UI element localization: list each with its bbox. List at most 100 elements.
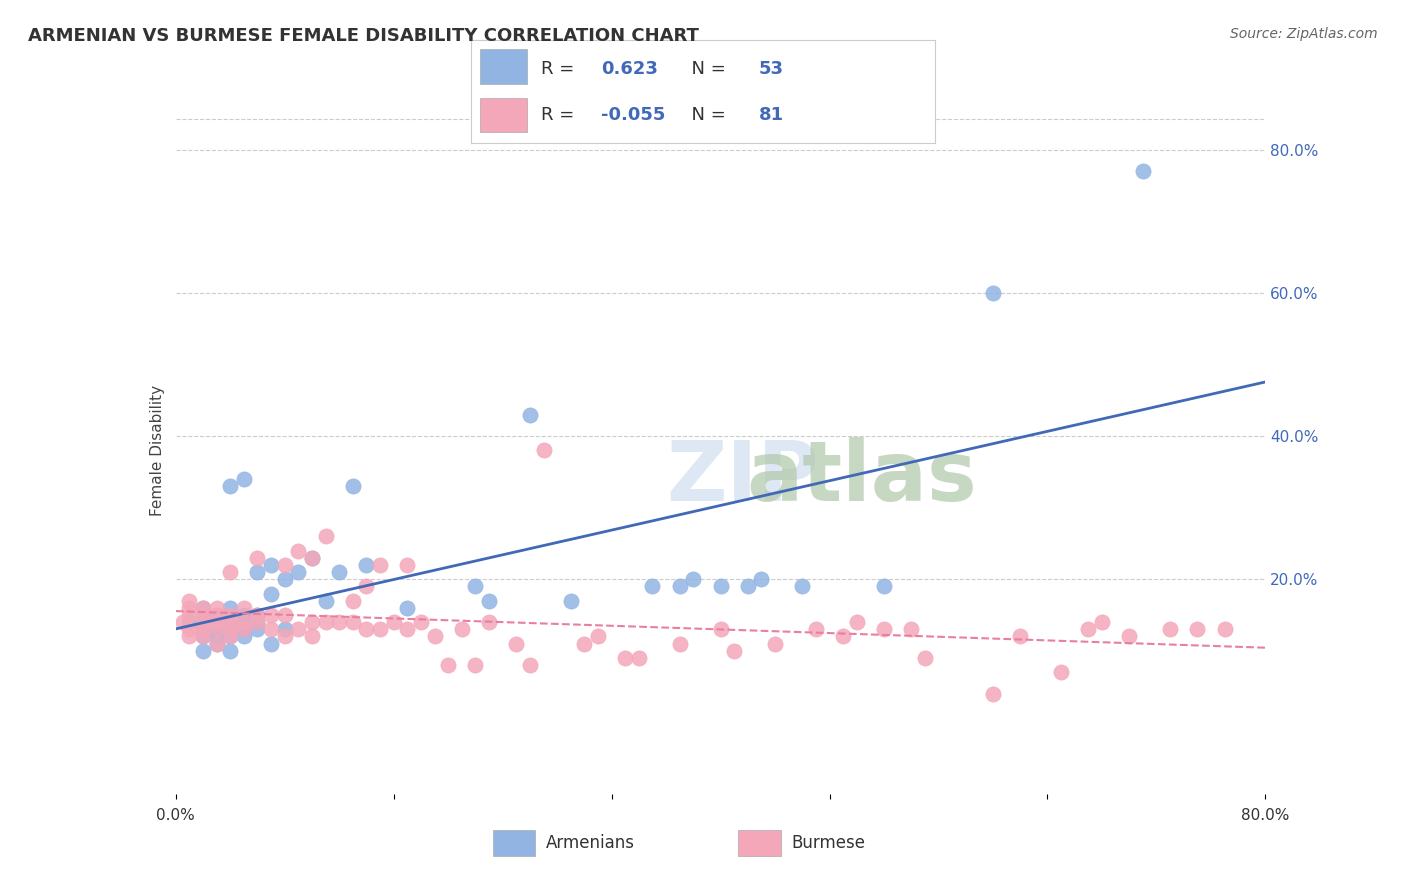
- Point: [232, 623, 254, 637]
- Point: [1159, 623, 1181, 637]
- Point: [1213, 623, 1236, 637]
- Text: Source: ZipAtlas.com: Source: ZipAtlas.com: [1230, 27, 1378, 41]
- Point: [450, 623, 472, 637]
- Point: [368, 623, 391, 637]
- Point: [1132, 164, 1154, 178]
- Point: [179, 600, 201, 615]
- Point: [437, 658, 460, 673]
- Point: [232, 615, 254, 630]
- Point: [574, 637, 596, 651]
- Point: [205, 600, 228, 615]
- Point: [219, 630, 242, 644]
- Text: 53: 53: [759, 60, 783, 78]
- Text: Burmese: Burmese: [792, 834, 866, 852]
- Point: [723, 644, 745, 658]
- Point: [1187, 623, 1209, 637]
- Point: [315, 593, 337, 607]
- Point: [246, 615, 269, 630]
- Point: [205, 623, 228, 637]
- Point: [191, 607, 214, 622]
- Point: [914, 651, 936, 665]
- Point: [301, 550, 323, 565]
- Point: [464, 658, 486, 673]
- Point: [232, 607, 254, 622]
- Point: [423, 630, 446, 644]
- Point: [232, 623, 254, 637]
- Point: [219, 615, 242, 630]
- Point: [614, 651, 637, 665]
- Point: [478, 593, 501, 607]
- Point: [804, 623, 827, 637]
- Point: [274, 630, 297, 644]
- Text: 81: 81: [759, 106, 783, 124]
- Text: atlas: atlas: [747, 437, 977, 518]
- Point: [464, 579, 486, 593]
- Point: [560, 593, 582, 607]
- Point: [260, 607, 283, 622]
- Point: [342, 479, 364, 493]
- Point: [586, 630, 609, 644]
- Point: [274, 607, 297, 622]
- Point: [191, 630, 214, 644]
- Point: [751, 572, 773, 586]
- Point: [328, 615, 350, 630]
- Point: [205, 623, 228, 637]
- Point: [287, 565, 309, 579]
- Text: 0.0%: 0.0%: [156, 808, 195, 823]
- Point: [205, 607, 228, 622]
- FancyBboxPatch shape: [481, 97, 527, 132]
- FancyBboxPatch shape: [492, 830, 536, 856]
- Text: 0.623: 0.623: [600, 60, 658, 78]
- Point: [342, 593, 364, 607]
- Point: [219, 623, 242, 637]
- Point: [219, 479, 242, 493]
- Point: [205, 607, 228, 622]
- Point: [1091, 615, 1114, 630]
- Point: [191, 615, 214, 630]
- Point: [1050, 665, 1073, 680]
- Point: [710, 579, 733, 593]
- Point: [627, 651, 650, 665]
- Point: [737, 579, 759, 593]
- Point: [396, 558, 419, 572]
- Point: [232, 615, 254, 630]
- Text: R =: R =: [541, 60, 585, 78]
- Point: [641, 579, 664, 593]
- Point: [873, 623, 896, 637]
- Point: [219, 630, 242, 644]
- Point: [478, 615, 501, 630]
- Point: [246, 607, 269, 622]
- Point: [396, 600, 419, 615]
- Text: N =: N =: [681, 106, 731, 124]
- Point: [1118, 630, 1140, 644]
- Point: [356, 579, 378, 593]
- Point: [191, 600, 214, 615]
- Point: [205, 637, 228, 651]
- Point: [191, 607, 214, 622]
- Text: R =: R =: [541, 106, 579, 124]
- Point: [205, 637, 228, 651]
- Point: [710, 623, 733, 637]
- Point: [301, 550, 323, 565]
- Point: [246, 607, 269, 622]
- Point: [219, 565, 242, 579]
- Point: [260, 637, 283, 651]
- Point: [191, 600, 214, 615]
- Point: [219, 600, 242, 615]
- Point: [315, 529, 337, 543]
- Point: [668, 579, 690, 593]
- Point: [287, 543, 309, 558]
- Point: [219, 615, 242, 630]
- Point: [533, 443, 555, 458]
- Point: [191, 644, 214, 658]
- Point: [191, 623, 214, 637]
- Point: [301, 615, 323, 630]
- Point: [356, 623, 378, 637]
- Point: [232, 600, 254, 615]
- Text: -0.055: -0.055: [600, 106, 665, 124]
- Point: [274, 623, 297, 637]
- Text: N =: N =: [681, 60, 731, 78]
- Point: [205, 615, 228, 630]
- Point: [232, 472, 254, 486]
- Point: [179, 607, 201, 622]
